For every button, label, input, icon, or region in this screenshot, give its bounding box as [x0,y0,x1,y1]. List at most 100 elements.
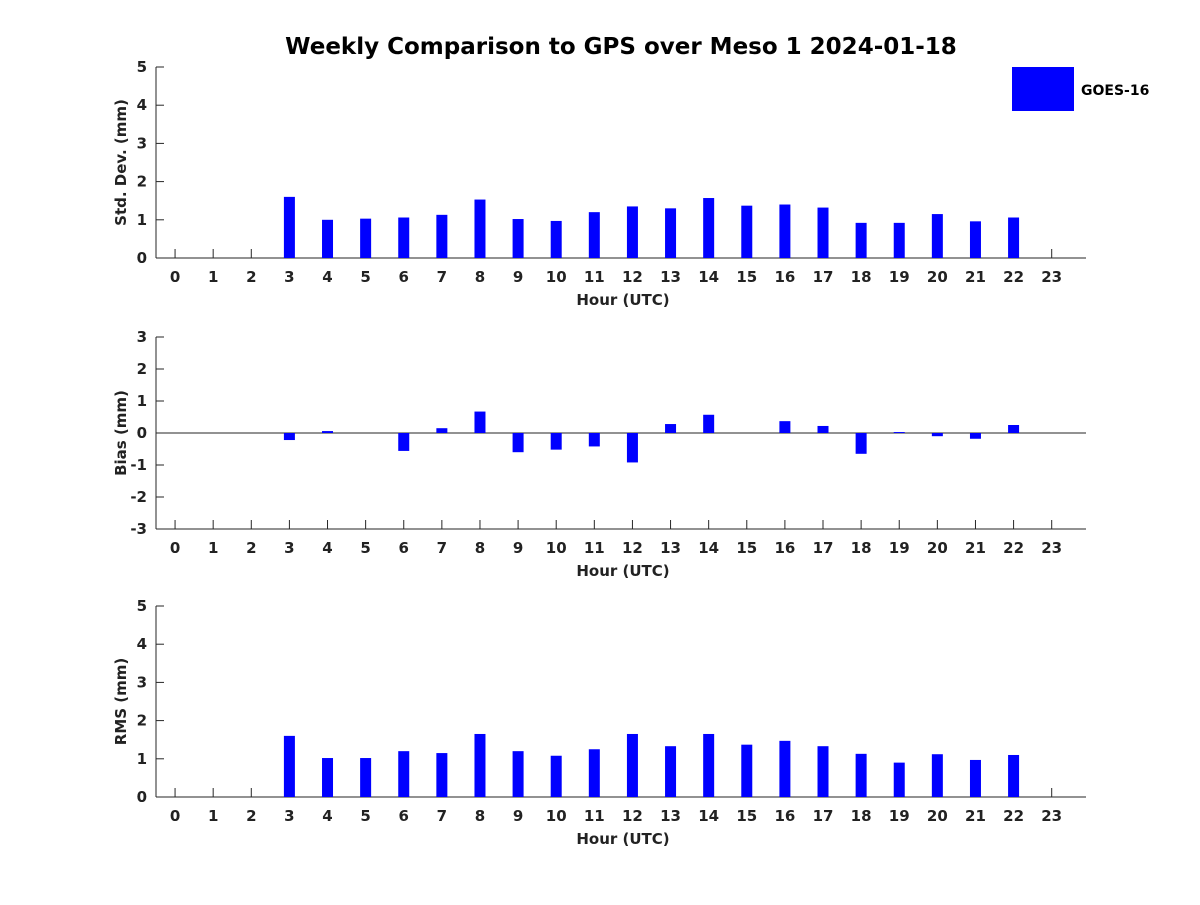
bar-hour-12 [626,733,638,797]
x-tick-label: 17 [813,539,834,557]
x-tick-label: 18 [851,268,872,286]
bar-hour-18 [855,753,867,797]
bar-hour-7 [436,428,448,433]
bar-hour-22 [1008,754,1020,797]
bar-hour-8 [474,199,486,258]
x-tick-label: 23 [1041,268,1062,286]
bar-hour-7 [436,214,448,258]
bar-hour-21 [969,221,981,258]
y-tick-label: -1 [130,456,147,474]
bar-hour-7 [436,753,448,797]
y-tick-label: 0 [137,249,147,267]
x-tick-label: 1 [208,807,218,825]
x-tick-label: 10 [546,268,567,286]
legend-swatch [1012,67,1074,111]
bar-hour-14 [703,733,715,797]
bar-hour-21 [969,433,981,439]
x-tick-label: 22 [1003,539,1024,557]
bar-hour-14 [703,414,715,433]
bar-hour-8 [474,733,486,797]
bar-hour-15 [741,744,753,797]
x-tick-label: 8 [475,268,485,286]
y-tick-label: 1 [137,750,147,768]
x-tick-label: 16 [774,268,795,286]
bar-hour-10 [550,433,562,450]
x-tick-label: 5 [360,807,370,825]
y-axis-label: Std. Dev. (mm) [112,99,130,226]
y-axis-label: RMS (mm) [112,658,130,745]
bar-hour-13 [665,208,677,258]
bar-hour-19 [893,432,905,434]
bar-hour-20 [931,433,943,437]
bar-hour-12 [626,206,638,258]
y-tick-label: 3 [137,673,147,691]
x-tick-label: 14 [698,807,719,825]
x-tick-label: 4 [322,539,332,557]
bar-hour-16 [779,421,791,433]
x-tick-label: 7 [437,268,447,286]
bar-hour-9 [512,751,524,797]
x-tick-label: 14 [698,539,719,557]
bar-hour-6 [398,751,410,797]
legend: GOES-16 [1012,67,1149,111]
bar-hour-18 [855,433,867,454]
x-tick-label: 13 [660,539,681,557]
x-tick-label: 20 [927,539,948,557]
x-tick-label: 3 [284,268,294,286]
x-tick-label: 14 [698,268,719,286]
x-tick-label: 12 [622,268,643,286]
y-axis-label: Bias (mm) [112,390,130,476]
bar-hour-17 [817,425,829,433]
bar-hour-20 [931,214,943,258]
x-tick-label: 6 [399,268,409,286]
bar-hour-4 [322,431,334,433]
y-tick-label: 3 [137,134,147,152]
x-tick-label: 11 [584,268,605,286]
x-tick-label: 6 [399,807,409,825]
legend-label: GOES-16 [1081,83,1149,99]
x-tick-label: 19 [889,268,910,286]
x-tick-label: 7 [437,539,447,557]
x-tick-label: 7 [437,807,447,825]
bar-hour-17 [817,746,829,797]
bar-hour-16 [779,740,791,797]
bar-hour-5 [360,758,372,797]
y-tick-label: 2 [137,360,147,378]
x-axis-label: Hour (UTC) [576,562,669,580]
x-tick-label: 9 [513,539,523,557]
x-tick-label: 15 [736,268,757,286]
x-tick-label: 17 [813,268,834,286]
x-tick-label: 21 [965,539,986,557]
x-tick-label: 5 [360,539,370,557]
x-tick-label: 10 [546,807,567,825]
bar-hour-12 [626,433,638,463]
x-tick-label: 6 [399,539,409,557]
bar-hour-11 [588,212,600,258]
x-tick-label: 16 [774,539,795,557]
x-tick-label: 17 [813,807,834,825]
y-tick-label: 2 [137,173,147,191]
y-tick-label: -2 [130,488,147,506]
x-tick-label: 1 [208,268,218,286]
bar-hour-22 [1008,425,1020,433]
bar-hour-9 [512,219,524,258]
x-tick-label: 20 [927,268,948,286]
x-tick-label: 10 [546,539,567,557]
y-tick-label: -3 [130,520,147,538]
bar-hour-15 [741,205,753,258]
x-tick-label: 11 [584,807,605,825]
x-tick-label: 2 [246,807,256,825]
x-tick-label: 0 [170,268,180,286]
y-tick-label: 1 [137,211,147,229]
x-tick-label: 22 [1003,268,1024,286]
y-tick-label: 4 [137,96,147,114]
bar-hour-4 [322,219,334,258]
bar-hour-5 [360,218,372,258]
x-tick-label: 13 [660,268,681,286]
bar-hour-8 [474,411,486,433]
x-tick-label: 4 [322,807,332,825]
